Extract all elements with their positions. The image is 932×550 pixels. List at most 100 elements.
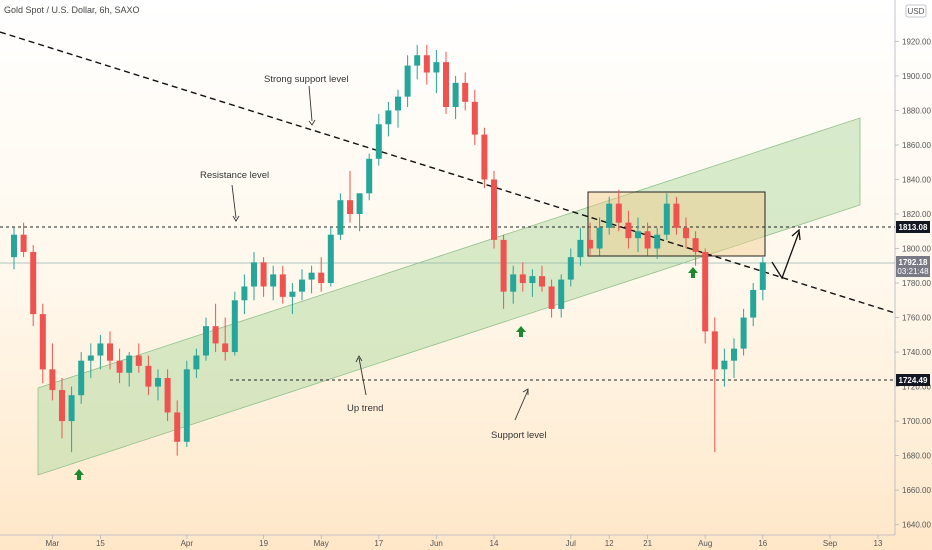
candle-body[interactable] bbox=[164, 377, 171, 413]
projection-arrow[interactable] bbox=[771, 228, 801, 280]
candle-body[interactable] bbox=[87, 355, 94, 361]
candle-body[interactable] bbox=[654, 234, 661, 249]
uptrend-channel[interactable] bbox=[37, 117, 861, 476]
candle-body[interactable] bbox=[347, 200, 353, 214]
candle-body[interactable] bbox=[711, 331, 718, 370]
candle-body[interactable] bbox=[212, 326, 219, 344]
candle-body[interactable] bbox=[59, 390, 65, 422]
candle-body[interactable] bbox=[20, 234, 27, 252]
candle-body[interactable] bbox=[635, 231, 641, 239]
candle-body[interactable] bbox=[481, 134, 488, 180]
candle-body[interactable] bbox=[327, 234, 334, 284]
candle-body[interactable] bbox=[606, 203, 613, 228]
candle-body[interactable] bbox=[423, 55, 430, 73]
candle-body[interactable] bbox=[279, 274, 286, 297]
candles bbox=[11, 44, 766, 456]
candle-body[interactable] bbox=[203, 326, 209, 356]
candle-body[interactable] bbox=[625, 222, 632, 239]
candle-body[interactable] bbox=[462, 82, 469, 102]
price-tag-current[interactable]: 1792.18 03:21:48 bbox=[896, 256, 930, 277]
candle-body[interactable] bbox=[740, 317, 747, 349]
candle-body[interactable] bbox=[385, 110, 392, 125]
price-tick-label: 1820.00 bbox=[902, 210, 931, 219]
time-axis[interactable]: Mar 15 Apr 19 May 17 Jun 14 Jul 12 21 Aug 16 Sep 13 bbox=[46, 535, 883, 548]
price-tag-support[interactable]: 1724.49 bbox=[896, 374, 930, 386]
candle-body[interactable] bbox=[145, 365, 152, 387]
candle-body[interactable] bbox=[731, 348, 737, 361]
candle-body[interactable] bbox=[241, 286, 248, 301]
candle-body[interactable] bbox=[452, 82, 459, 107]
candle-body[interactable] bbox=[587, 239, 593, 249]
candle-body[interactable] bbox=[692, 238, 699, 252]
candle-body[interactable] bbox=[289, 291, 296, 297]
candle-body[interactable] bbox=[404, 65, 411, 97]
time-tick-label: 13 bbox=[874, 539, 883, 548]
time-tick-label: Mar bbox=[46, 539, 60, 548]
candle-body[interactable] bbox=[126, 355, 133, 373]
candle-body[interactable] bbox=[299, 279, 305, 292]
candle-body[interactable] bbox=[750, 289, 757, 318]
candle-body[interactable] bbox=[174, 412, 181, 442]
strong-support-trendline[interactable] bbox=[0, 31, 895, 314]
candle-body[interactable] bbox=[356, 193, 363, 214]
candle-body[interactable] bbox=[318, 272, 325, 284]
candle-body[interactable] bbox=[644, 231, 651, 249]
candle-body[interactable] bbox=[759, 262, 766, 290]
candle-body[interactable] bbox=[308, 272, 315, 280]
candle-body[interactable] bbox=[471, 101, 478, 135]
candle-body[interactable] bbox=[222, 343, 229, 353]
candle-body[interactable] bbox=[567, 257, 574, 280]
candle-body[interactable] bbox=[491, 179, 497, 240]
candle-body[interactable] bbox=[97, 343, 104, 356]
candle-body[interactable] bbox=[337, 200, 344, 235]
candle-body[interactable] bbox=[366, 158, 373, 194]
price-axis[interactable]: 1640.00 1660.00 1680.00 1700.00 1720.00 1740.… bbox=[895, 37, 931, 530]
candle-body[interactable] bbox=[443, 62, 449, 107]
candle-body[interactable] bbox=[519, 274, 526, 284]
candle-body[interactable] bbox=[231, 300, 238, 353]
candle-body[interactable] bbox=[539, 276, 545, 287]
candle-body[interactable] bbox=[414, 55, 421, 66]
candle-body[interactable] bbox=[155, 377, 161, 387]
bounce-arrow-icon bbox=[688, 267, 698, 278]
candle-body[interactable] bbox=[107, 343, 113, 361]
candle-body[interactable] bbox=[433, 62, 440, 73]
candle-body[interactable] bbox=[30, 251, 37, 315]
candle-body[interactable] bbox=[183, 369, 190, 442]
candle-body[interactable] bbox=[270, 274, 277, 287]
candle-body[interactable] bbox=[663, 203, 670, 235]
svg-text:1813.08: 1813.08 bbox=[899, 223, 928, 232]
candle-body[interactable] bbox=[116, 360, 123, 373]
candle-body[interactable] bbox=[510, 274, 517, 292]
time-tick-label: 17 bbox=[374, 539, 383, 548]
candle-body[interactable] bbox=[49, 369, 56, 391]
candle-body[interactable] bbox=[11, 234, 17, 258]
candle-body[interactable] bbox=[596, 227, 603, 249]
candle-body[interactable] bbox=[683, 227, 689, 239]
candle-body[interactable] bbox=[395, 96, 401, 111]
candle-body[interactable] bbox=[68, 395, 75, 422]
candle-body[interactable] bbox=[577, 239, 584, 258]
candle-body[interactable] bbox=[721, 360, 728, 370]
time-tick-label: Jun bbox=[430, 539, 443, 548]
candle-body[interactable] bbox=[135, 355, 142, 366]
candle-body[interactable] bbox=[375, 124, 382, 159]
candle-body[interactable] bbox=[615, 203, 622, 223]
time-tick-label: 14 bbox=[490, 539, 499, 548]
candle-body[interactable] bbox=[702, 251, 709, 332]
candle-body[interactable] bbox=[260, 262, 267, 287]
price-tick-label: 1920.00 bbox=[902, 37, 931, 46]
candle-body[interactable] bbox=[500, 239, 507, 292]
candle-body[interactable] bbox=[529, 276, 536, 284]
candle-body[interactable] bbox=[193, 355, 200, 370]
candle-body[interactable] bbox=[39, 314, 46, 370]
currency-badge[interactable]: USD bbox=[905, 4, 927, 18]
candle-body[interactable] bbox=[78, 360, 85, 396]
candle-body[interactable] bbox=[673, 203, 680, 228]
price-tag-resistance[interactable]: 1813.08 bbox=[896, 221, 930, 233]
candle-body[interactable] bbox=[251, 262, 257, 287]
svg-text:1724.49: 1724.49 bbox=[899, 376, 928, 385]
candle-body[interactable] bbox=[548, 286, 555, 309]
candle-body[interactable] bbox=[558, 279, 565, 309]
